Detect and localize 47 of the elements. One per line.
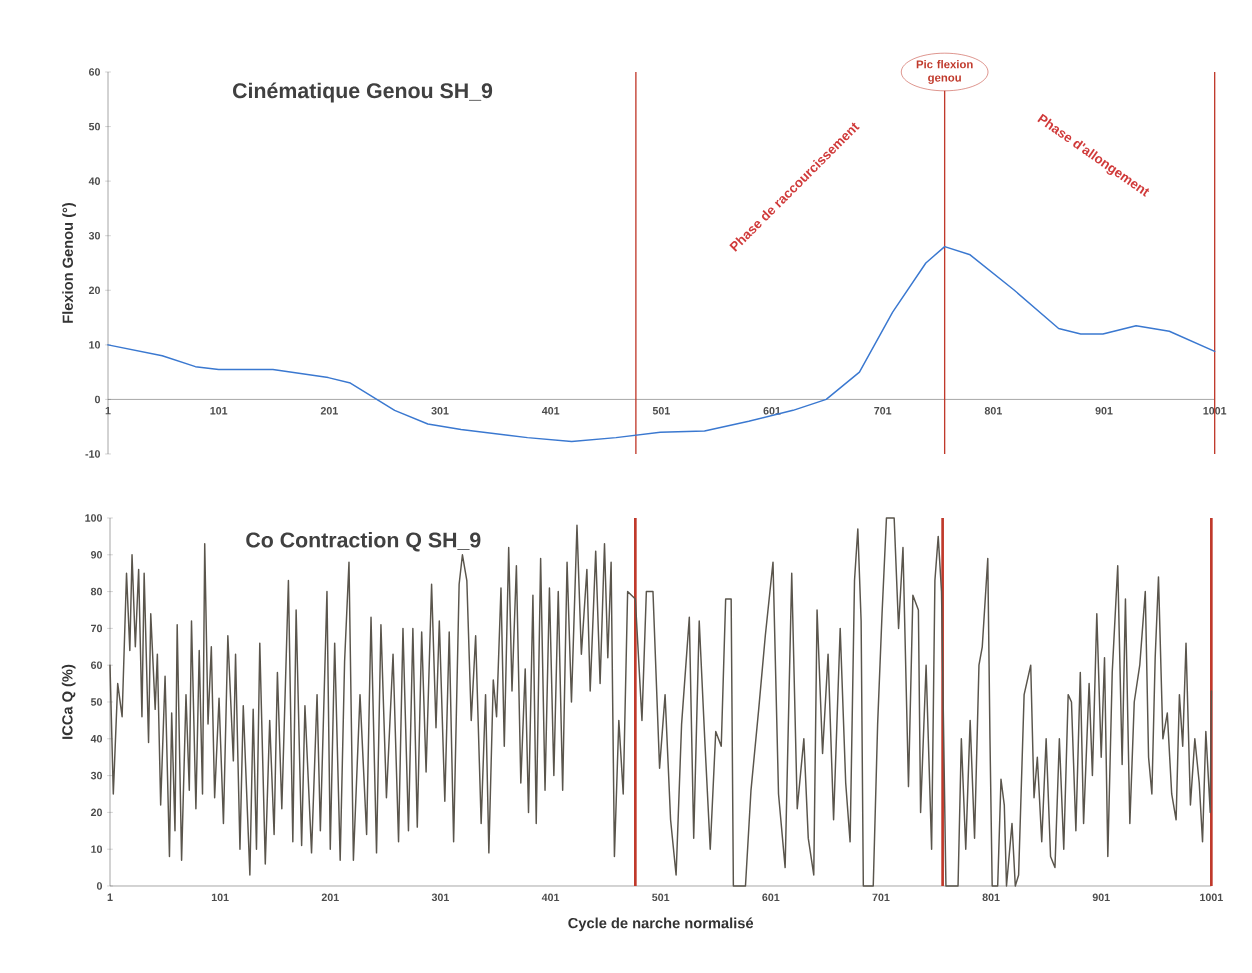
x-tick-label: 1 — [107, 893, 113, 901]
x-tick-label: 101 — [211, 893, 229, 901]
x-tick-label: 701 — [872, 893, 890, 901]
y-tick-label: 30 — [88, 231, 101, 240]
text: Co Contraction Q SH_9 — [246, 531, 481, 552]
x-tick-label: 301 — [431, 893, 449, 901]
y-tick-label: 0 — [94, 395, 101, 404]
x-tick-label: 901 — [1095, 406, 1113, 415]
y-tick-label: 90 — [90, 550, 103, 559]
y-tick-label: 100 — [85, 514, 103, 522]
y-axis-title: Flexion Genou (°) — [62, 202, 76, 323]
y-tick-label: 80 — [90, 587, 103, 596]
x-tick-label: 201 — [321, 893, 339, 901]
x-tick-label: 601 — [762, 893, 780, 901]
y-tick-label: 60 — [88, 68, 101, 76]
y-tick-label: 20 — [90, 808, 103, 817]
y-tick-label: 10 — [89, 340, 101, 349]
x-tick-label: 601 — [763, 406, 781, 415]
y-tick-label: 50 — [88, 122, 101, 131]
x-tick-label: 301 — [431, 406, 449, 415]
x-tick-label: 501 — [652, 893, 670, 901]
y-tick-label: 20 — [88, 286, 101, 294]
x-tick-label: 901 — [1092, 893, 1110, 901]
y-tick-label: 70 — [91, 624, 103, 633]
y-tick-label: 30 — [90, 771, 103, 780]
y-tick-label: 40 — [88, 177, 101, 185]
x-tick-label: 801 — [984, 406, 1002, 415]
x-tick-label: 401 — [541, 406, 560, 415]
x-tick-label: 401 — [541, 893, 560, 901]
x-tick-label: 501 — [652, 406, 670, 415]
x-tick-label: 701 — [874, 406, 892, 415]
y-tick-label: -10 — [85, 450, 101, 458]
x-tick-label: 101 — [210, 406, 228, 415]
chart-title: Cinématique Genou SH_9 — [233, 82, 493, 103]
x-tick-label: 801 — [982, 893, 1000, 901]
y-tick-label: 10 — [91, 845, 103, 853]
x-tick-label: 1 — [105, 406, 111, 415]
x-tick-label: 201 — [320, 406, 338, 415]
y-axis-title: ICCa Q (%) — [61, 664, 76, 739]
x-tick-label: 1001 — [1200, 893, 1223, 901]
y-tick-label: 40 — [90, 734, 103, 743]
y-tick-label: 50 — [90, 698, 103, 706]
line-series — [109, 517, 1213, 887]
ref-line-label: Pic flexion genou — [916, 59, 973, 84]
y-tick-label: 60 — [90, 661, 103, 669]
y-tick-label: 0 — [96, 882, 103, 890]
x-axis-title: Cycle de narche normalisé — [568, 917, 754, 931]
